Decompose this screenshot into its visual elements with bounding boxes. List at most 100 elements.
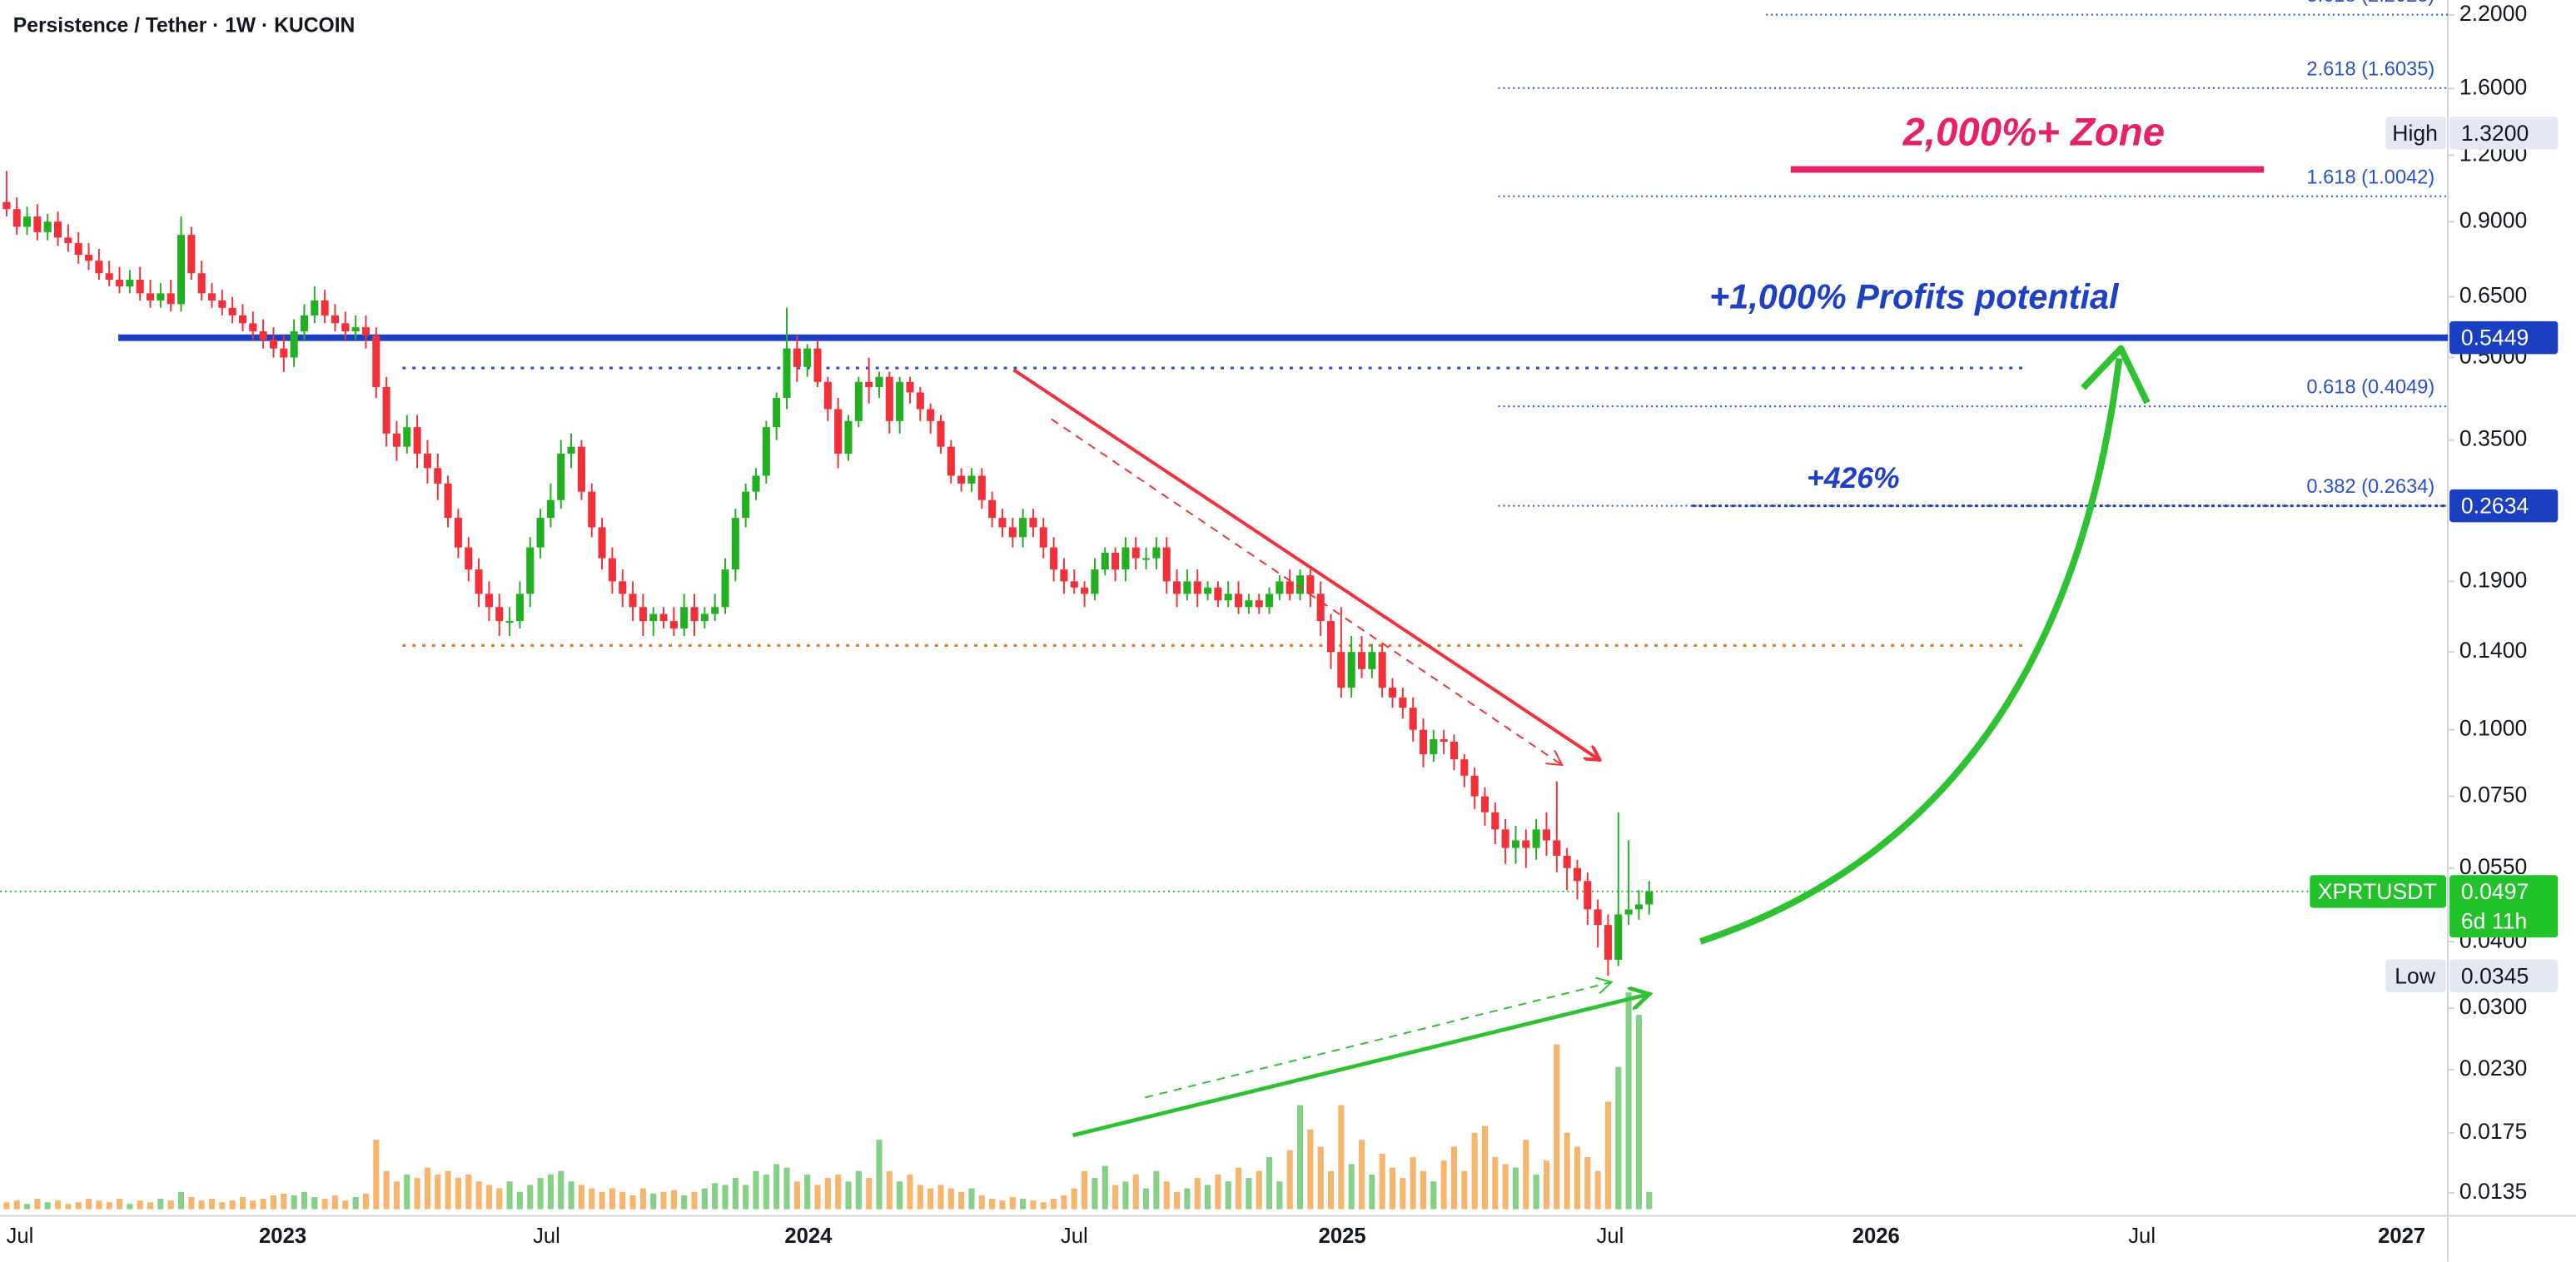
candle-body: [803, 348, 812, 367]
volume-bar: [157, 1199, 164, 1210]
candle-body: [2, 201, 11, 210]
candle-body: [1255, 600, 1263, 608]
candle-body: [947, 446, 955, 476]
fib-label: 0.382 (0.2634): [2306, 476, 2434, 498]
volume-bar: [198, 1200, 205, 1210]
volume-bar: [866, 1178, 873, 1210]
volume-bar: [1286, 1150, 1293, 1210]
x-tick-label: 2026: [1852, 1225, 1900, 1248]
volume-bar: [393, 1181, 400, 1210]
candle-body: [752, 475, 760, 492]
candle-body: [361, 327, 370, 336]
candle-body: [1584, 881, 1592, 910]
volume-bar: [629, 1195, 636, 1210]
volume-bar: [1256, 1170, 1262, 1210]
candle-body: [218, 300, 226, 308]
volume-bar: [1276, 1181, 1283, 1210]
drawings: [1012, 166, 2265, 1138]
candle-body: [588, 491, 596, 528]
volume-bar: [968, 1188, 975, 1210]
candle-body: [1214, 587, 1222, 601]
volume-bar: [1523, 1140, 1529, 1210]
candle-body: [177, 235, 186, 305]
candle-body: [311, 300, 319, 316]
x-tick-label: 2023: [259, 1225, 306, 1248]
candle-body: [475, 569, 483, 594]
candle-body: [1624, 909, 1633, 915]
volume-bar: [927, 1188, 934, 1210]
volume-bar: [1061, 1195, 1067, 1210]
volume-bar: [712, 1183, 719, 1210]
candle-body: [43, 221, 52, 232]
candle-body: [1480, 796, 1489, 812]
candle-body: [1245, 600, 1253, 608]
price-box: [2449, 117, 2559, 150]
volume-bar: [1071, 1188, 1077, 1210]
candle-body: [126, 280, 134, 287]
candle-body: [1295, 575, 1305, 594]
candle-body: [444, 483, 452, 519]
candle-body: [1131, 547, 1140, 559]
low-tag: [2385, 959, 2447, 993]
candle-body: [957, 475, 966, 484]
volume-bar: [1594, 1170, 1601, 1210]
volume-bar: [1646, 1191, 1653, 1210]
volume-bar: [599, 1191, 605, 1210]
candle-body: [1604, 925, 1612, 960]
y-tick-label: 2.2000: [2459, 1, 2527, 26]
volume-bar: [65, 1204, 72, 1210]
candle-body: [1235, 594, 1243, 608]
candle-body: [269, 340, 278, 349]
candle-body: [259, 331, 267, 340]
volume-bar: [804, 1174, 811, 1210]
candle-body: [526, 547, 535, 594]
volume-bar: [753, 1170, 759, 1210]
volume-bar: [835, 1174, 842, 1210]
candle-body: [33, 216, 42, 232]
symbol-tag-label: XPRTUSDT: [2318, 879, 2437, 904]
candle-body: [1594, 909, 1602, 926]
volume-bar: [1400, 1178, 1406, 1210]
y-tick-label: 0.0175: [2459, 1119, 2527, 1144]
candle-body: [639, 607, 647, 622]
volume-bar: [1266, 1157, 1273, 1210]
candle-body: [567, 446, 575, 454]
candle-body: [434, 468, 442, 484]
volume-bar: [1410, 1157, 1416, 1210]
volume-bar: [1461, 1170, 1468, 1210]
candle-body: [988, 499, 997, 519]
price-box-label: 0.0497: [2461, 879, 2529, 904]
volume-bar: [558, 1170, 564, 1210]
candle-body: [1460, 759, 1469, 776]
candle-body: [1470, 775, 1479, 797]
volume-bar: [485, 1185, 492, 1210]
x-tick-label: 2025: [1319, 1225, 1366, 1248]
candle-body: [392, 433, 400, 447]
volume-bar: [3, 1202, 10, 1210]
volume-bar: [639, 1188, 646, 1210]
candle-body: [228, 307, 236, 316]
volume-bar: [1512, 1167, 1519, 1210]
volume-bar: [897, 1181, 903, 1210]
candle-body: [1573, 867, 1581, 882]
candle-body: [341, 323, 350, 332]
candle-body: [1050, 547, 1058, 570]
y-tick-label: 0.0300: [2459, 994, 2527, 1019]
volume-bar: [1348, 1164, 1355, 1210]
candle-body: [321, 300, 329, 316]
candle-body: [629, 594, 637, 608]
volume-bar: [1236, 1167, 1242, 1210]
candle-body: [649, 614, 658, 622]
candle-body: [413, 427, 421, 454]
candle-body: [74, 243, 82, 255]
volume-bar: [1358, 1140, 1365, 1210]
candle-body: [690, 607, 699, 622]
volume-bar: [1338, 1105, 1345, 1210]
volume-bar: [763, 1174, 769, 1210]
volume-bar: [1420, 1170, 1427, 1210]
candle-body: [1173, 581, 1181, 594]
volume-bar: [1543, 1160, 1550, 1210]
volume-bar: [1533, 1174, 1539, 1210]
candle-body: [854, 381, 863, 421]
